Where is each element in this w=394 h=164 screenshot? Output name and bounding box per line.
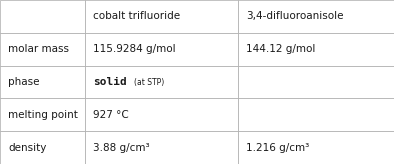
Bar bbox=[238, 66, 394, 98]
Bar bbox=[0, 66, 85, 98]
Text: melting point: melting point bbox=[8, 110, 78, 120]
Bar bbox=[85, 33, 238, 66]
Text: 927 °C: 927 °C bbox=[93, 110, 128, 120]
Bar bbox=[85, 131, 238, 164]
Text: (at STP): (at STP) bbox=[134, 78, 164, 86]
Text: 115.9284 g/mol: 115.9284 g/mol bbox=[93, 44, 175, 54]
Bar bbox=[0, 98, 85, 131]
Bar bbox=[85, 0, 238, 33]
Text: cobalt trifluoride: cobalt trifluoride bbox=[93, 11, 180, 21]
Text: 1.216 g/cm³: 1.216 g/cm³ bbox=[246, 143, 310, 153]
Bar bbox=[0, 131, 85, 164]
Text: molar mass: molar mass bbox=[8, 44, 69, 54]
Text: 144.12 g/mol: 144.12 g/mol bbox=[246, 44, 316, 54]
Bar bbox=[85, 66, 238, 98]
Bar bbox=[0, 0, 85, 33]
Text: 3.88 g/cm³: 3.88 g/cm³ bbox=[93, 143, 149, 153]
Bar bbox=[238, 33, 394, 66]
Text: density: density bbox=[8, 143, 46, 153]
Text: 3,4-difluoroanisole: 3,4-difluoroanisole bbox=[246, 11, 344, 21]
Bar bbox=[238, 0, 394, 33]
Bar bbox=[85, 98, 238, 131]
Bar bbox=[0, 33, 85, 66]
Bar bbox=[238, 131, 394, 164]
Bar bbox=[238, 98, 394, 131]
Text: solid: solid bbox=[93, 77, 126, 87]
Text: phase: phase bbox=[8, 77, 39, 87]
